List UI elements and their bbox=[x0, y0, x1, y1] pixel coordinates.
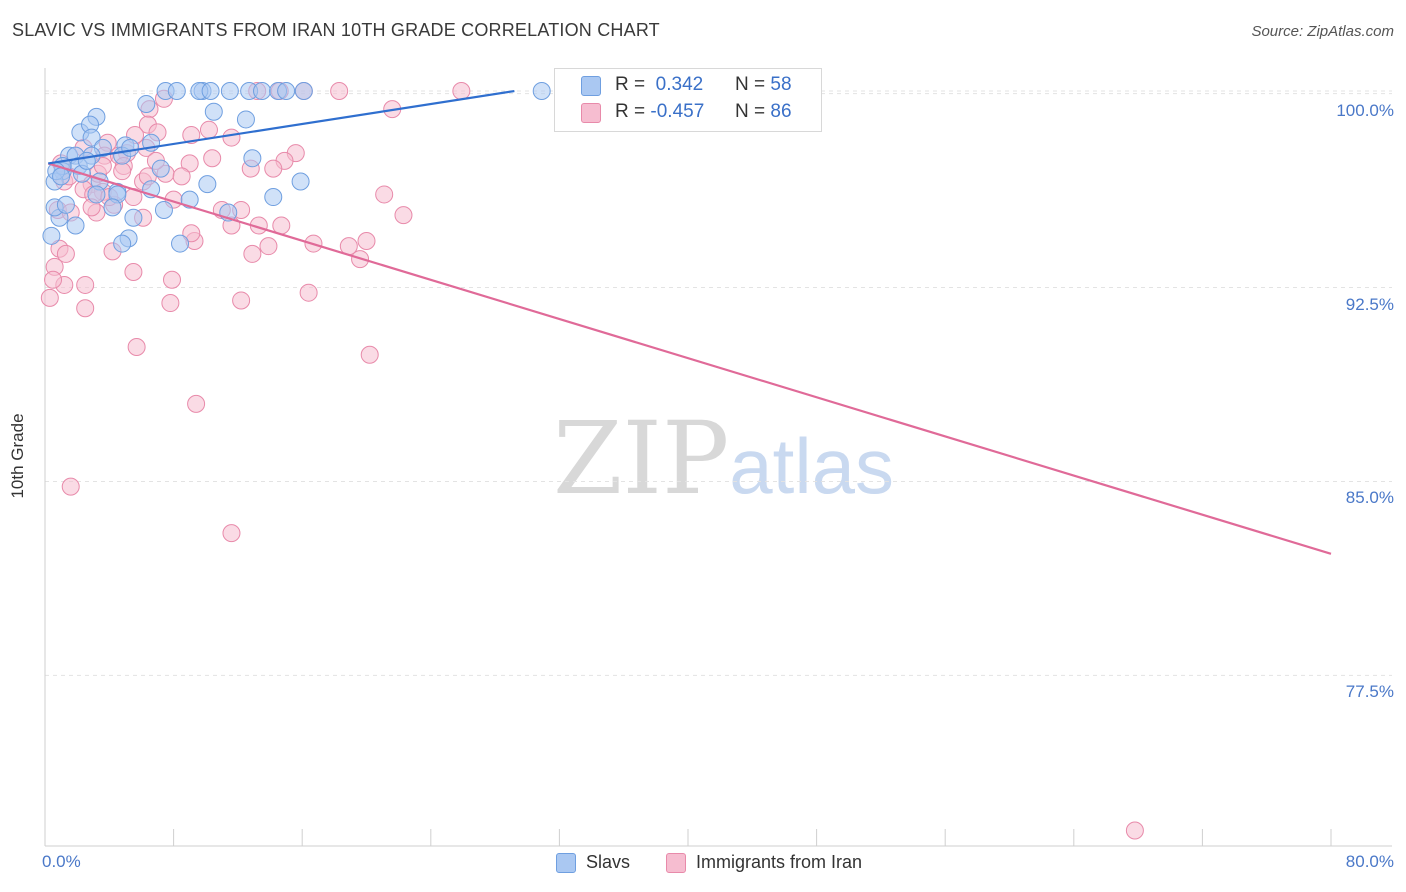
data-point bbox=[220, 82, 239, 101]
data-point bbox=[264, 159, 283, 178]
legend-r-label: R = bbox=[615, 101, 646, 122]
data-point bbox=[532, 82, 551, 101]
data-point bbox=[204, 102, 223, 121]
data-point bbox=[167, 82, 186, 101]
data-point bbox=[222, 128, 241, 147]
data-point bbox=[277, 82, 296, 101]
y-tick-label: 85.0% bbox=[1345, 488, 1394, 508]
legend-r-slavs: R = 0.342 bbox=[615, 74, 703, 96]
data-point bbox=[180, 154, 199, 173]
data-point bbox=[243, 149, 262, 168]
legend-n-value: 58 bbox=[770, 74, 792, 95]
data-point bbox=[42, 226, 61, 245]
legend-swatch-slavs bbox=[556, 853, 576, 873]
data-point bbox=[394, 206, 413, 225]
legend-n-slavs: N = 58 bbox=[735, 74, 792, 96]
data-point bbox=[232, 291, 251, 310]
legend-swatch-iran bbox=[581, 103, 601, 123]
trend-line-iran bbox=[47, 162, 1332, 555]
grid-lines bbox=[45, 90, 1392, 676]
y-tick-label: 100.0% bbox=[1336, 100, 1394, 120]
data-point bbox=[198, 175, 217, 194]
data-point bbox=[124, 263, 143, 282]
chart-source: Source: ZipAtlas.com bbox=[1251, 23, 1394, 40]
data-point bbox=[375, 185, 394, 204]
legend-r-value: -0.457 bbox=[650, 101, 705, 122]
data-point bbox=[187, 394, 206, 413]
data-point bbox=[154, 200, 173, 219]
data-point bbox=[1125, 821, 1144, 840]
legend-swatch-iran bbox=[666, 853, 686, 873]
legend-label-slavs: Slavs bbox=[586, 852, 631, 872]
data-point bbox=[291, 172, 310, 191]
stats-legend: R = 0.342 N = 58 R = -0.457 N = 86 bbox=[554, 68, 822, 132]
data-point bbox=[264, 188, 283, 207]
data-point bbox=[259, 237, 278, 256]
data-point bbox=[236, 110, 255, 129]
data-point bbox=[124, 208, 143, 227]
data-point bbox=[87, 185, 106, 204]
legend-n-label: N = bbox=[735, 101, 766, 122]
data-point bbox=[56, 195, 75, 214]
data-point bbox=[127, 337, 146, 356]
data-point bbox=[222, 524, 241, 543]
chart-title: SLAVIC VS IMMIGRANTS FROM IRAN 10TH GRAD… bbox=[12, 20, 660, 40]
legend-n-iran: N = 86 bbox=[735, 101, 792, 123]
data-point bbox=[182, 125, 201, 144]
legend-r-value: 0.342 bbox=[655, 74, 704, 95]
data-point bbox=[172, 167, 191, 186]
data-point bbox=[103, 198, 122, 217]
data-point bbox=[162, 270, 181, 289]
y-tick-label: 92.5% bbox=[1345, 294, 1394, 314]
series-iran-points bbox=[40, 82, 1144, 840]
axes bbox=[44, 68, 1392, 847]
data-point bbox=[52, 167, 71, 186]
data-point bbox=[171, 234, 190, 253]
data-point bbox=[357, 231, 376, 250]
data-point bbox=[121, 138, 140, 157]
data-point bbox=[113, 162, 132, 181]
data-point bbox=[360, 345, 379, 364]
data-point bbox=[61, 477, 80, 496]
data-point bbox=[182, 224, 201, 243]
data-point bbox=[40, 288, 59, 307]
data-point bbox=[199, 120, 218, 139]
data-point bbox=[330, 82, 349, 101]
x-tick-label-max: 80.0% bbox=[1345, 852, 1394, 871]
legend-r-iran: R = -0.457 bbox=[615, 101, 704, 123]
legend-swatch-slavs bbox=[581, 76, 601, 96]
data-point bbox=[151, 159, 170, 178]
legend-label-iran: Immigrants from Iran bbox=[696, 852, 863, 872]
data-point bbox=[66, 216, 85, 235]
data-point bbox=[76, 275, 95, 294]
y-axis-label: 10th Grade bbox=[8, 413, 27, 499]
data-point bbox=[201, 82, 220, 101]
data-point bbox=[161, 294, 180, 313]
data-point bbox=[82, 128, 101, 147]
legend-n-value: 86 bbox=[770, 101, 792, 122]
data-point bbox=[203, 149, 222, 168]
data-point bbox=[299, 283, 318, 302]
data-point bbox=[76, 299, 95, 318]
data-point bbox=[56, 244, 75, 263]
trend-line-slavs bbox=[48, 89, 515, 165]
data-point bbox=[113, 234, 132, 253]
data-point bbox=[137, 94, 156, 113]
data-point bbox=[452, 82, 471, 101]
trend-lines bbox=[47, 89, 1332, 555]
data-point bbox=[180, 190, 199, 209]
data-point bbox=[294, 82, 313, 101]
x-tick-label-min: 0.0% bbox=[42, 852, 81, 871]
legend-r-label: R = bbox=[615, 74, 646, 95]
data-point bbox=[77, 151, 96, 170]
legend-n-label: N = bbox=[735, 74, 766, 95]
data-point bbox=[253, 82, 272, 101]
data-point bbox=[44, 270, 63, 289]
y-tick-label: 77.5% bbox=[1345, 682, 1394, 702]
data-point bbox=[243, 244, 262, 263]
